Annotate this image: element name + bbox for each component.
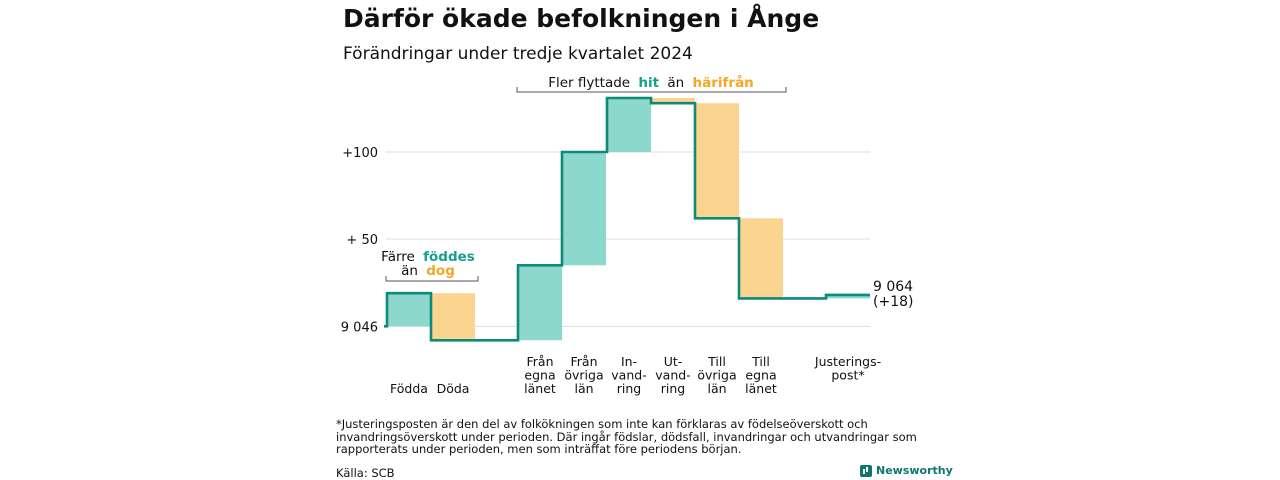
waterfall-bar [431, 293, 475, 341]
annotation-text: Färre [381, 249, 415, 265]
x-category-label: vand- [611, 368, 646, 383]
waterfall-bar [739, 218, 783, 299]
waterfall-bar [387, 293, 431, 327]
x-category-label: vand- [655, 368, 690, 383]
annotation-text: Fler flyttade [548, 75, 630, 91]
x-category-label: län [574, 381, 593, 396]
chart-title: Därför ökade befolkningen i Ånge [343, 4, 820, 33]
brand-name: Newsworthy [876, 464, 953, 477]
annotation-highlight-away: härifrån [693, 74, 754, 91]
x-category-label: Födda [390, 381, 428, 396]
annotation-text: än [667, 75, 684, 91]
annotation-highlight-here: hit [638, 75, 659, 91]
chart-logo-icon [860, 464, 872, 477]
population-step-line [384, 96, 870, 342]
x-category-label: Ut- [664, 354, 683, 369]
x-category-label: län [707, 381, 726, 396]
waterfall-bar [651, 98, 695, 104]
x-category-label: länet [524, 381, 556, 396]
end-change-label: (+18) [873, 294, 913, 310]
x-category-label: Till [707, 354, 726, 369]
waterfall-bar [695, 103, 739, 219]
waterfall-bar [607, 98, 651, 153]
newsworthy-logo: Newsworthy [860, 464, 953, 477]
annotation-bracket [516, 87, 787, 93]
x-category-label: Från [570, 354, 597, 369]
annotation-highlight-born: föddes [423, 249, 475, 265]
x-category-label: Till [751, 354, 770, 369]
x-category-label: övriga [697, 368, 736, 383]
svg-text:än dog: än dog [401, 263, 455, 279]
x-category-label: ring [617, 381, 641, 396]
chart-subtitle: Förändringar under tredje kvartalet 2024 [343, 44, 693, 64]
x-category-label: Justerings- [814, 354, 881, 369]
x-category-label: Döda [437, 381, 470, 396]
x-category-label: post* [831, 368, 864, 383]
x-category-label: länet [745, 381, 777, 396]
x-category-label: egna [524, 368, 555, 383]
svg-text:Fler flyttade hit: Fler flyttade hit än härifrån [548, 74, 754, 91]
annotation-bracket [385, 276, 479, 282]
y-tick-label: + 50 [346, 233, 378, 248]
waterfall-bar [826, 294, 870, 299]
y-tick-label: 9 046 [341, 320, 378, 335]
x-category-label: In- [621, 354, 637, 369]
x-category-label: ring [661, 381, 685, 396]
annotation-highlight-died: dog [426, 263, 455, 279]
y-tick-label: +100 [342, 146, 378, 161]
annotation-births-deaths: Färre föddes än dog [381, 249, 479, 282]
waterfall-bar [562, 152, 606, 266]
x-category-label: övriga [564, 368, 603, 383]
footnote: *Justeringsposten är den del av folkökni… [336, 417, 917, 456]
x-category-label: Från [526, 354, 553, 369]
x-category-label: egna [745, 368, 776, 383]
waterfall-bar [518, 265, 562, 341]
annotation-migration: Fler flyttade hit än härifrån [516, 74, 787, 93]
annotation-text: än [401, 263, 418, 279]
end-value-label: 9 064 [873, 279, 913, 295]
svg-text:Färre föddes: Färre föddes [381, 249, 475, 265]
source-label: Källa: SCB [336, 466, 395, 480]
